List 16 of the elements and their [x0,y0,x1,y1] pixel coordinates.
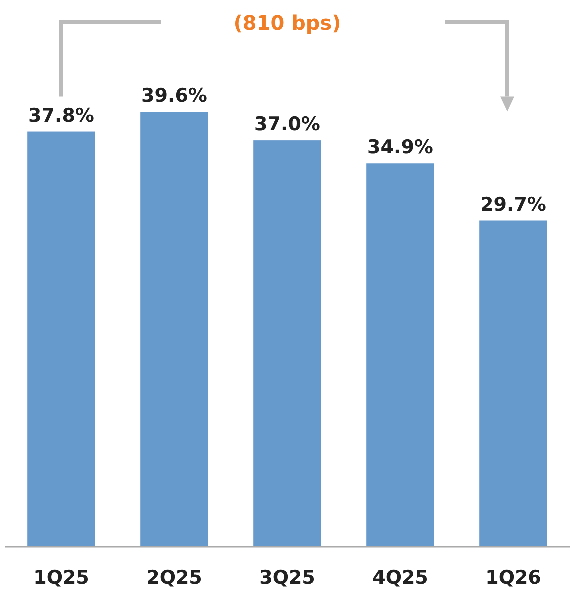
x-tick-label: 1Q25 [34,567,90,589]
bar [254,140,322,547]
bar [140,112,208,547]
x-tick-label: 3Q25 [260,567,316,589]
text: (810 bps) [234,11,342,35]
bar [480,220,548,547]
bar [366,164,434,547]
data-label: 34.9% [368,136,434,159]
data-label: 37.8% [28,104,94,127]
x-tick-label: 2Q25 [146,567,202,589]
x-tick-label: 1Q26 [486,567,542,589]
bar [28,132,96,547]
x-tick-label: 4Q25 [372,567,428,589]
data-label: 37.0% [254,114,320,136]
data-label: 39.6% [142,85,208,107]
data-label: 29.7% [480,194,546,216]
